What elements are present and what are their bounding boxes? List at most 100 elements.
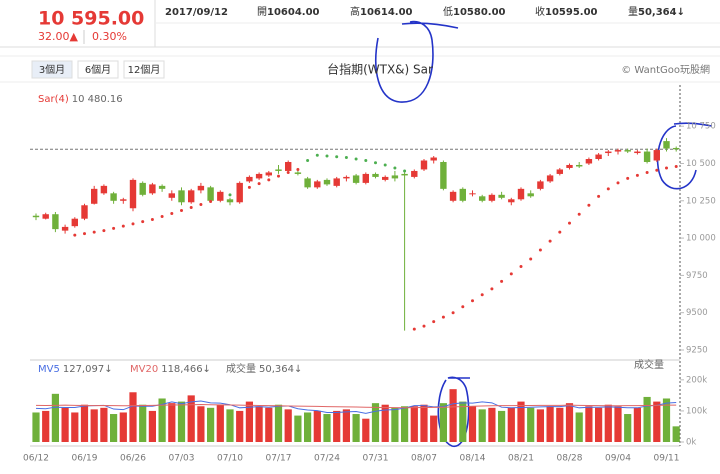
sar-dot: [112, 226, 116, 230]
tab[interactable]: [31, 60, 73, 79]
tab-label[interactable]: 3個月: [39, 63, 65, 76]
sar-dot: [296, 167, 300, 171]
volume-title: 成交量: [634, 358, 664, 371]
chart-title: 台指期(WTX&) Sar: [327, 62, 433, 77]
ma-value: 127,097↓: [63, 364, 113, 375]
x-tick-label: 07/03: [169, 454, 195, 464]
candle-body: [100, 185, 108, 194]
candle-body: [459, 188, 466, 201]
candle-body: [255, 173, 263, 179]
candle-body: [488, 194, 496, 201]
candle-body: [226, 199, 234, 203]
volume-bar: [498, 410, 506, 442]
volume-bar: [158, 398, 166, 442]
hand-annotation: [437, 376, 470, 447]
candle-body: [61, 226, 69, 231]
field-value: 10595.00: [545, 7, 598, 18]
candle-body: [139, 182, 146, 195]
volume-bar: [313, 410, 321, 442]
candle-body: [391, 175, 399, 179]
x-tick-label: 08/28: [557, 454, 583, 464]
tab[interactable]: [77, 60, 119, 79]
candle-body: [188, 190, 195, 203]
candle-body: [158, 185, 166, 189]
y-tick-label: 0k: [686, 438, 696, 448]
tab-label[interactable]: 6個月: [85, 63, 111, 76]
volume-bar: [255, 406, 263, 442]
header-field: 低10580.00: [443, 5, 506, 18]
volume-bar: [614, 406, 622, 442]
candle-body: [508, 199, 515, 203]
candle-body: [469, 193, 476, 195]
volume-bar: [410, 406, 418, 442]
candle-body: [479, 196, 486, 201]
candle-body: [546, 175, 554, 182]
candle-body: [498, 194, 505, 198]
sar-dot: [383, 163, 387, 167]
sar-dot: [73, 233, 77, 237]
sar-dot: [160, 214, 164, 218]
sar-dot: [131, 222, 135, 226]
volume-bar: [565, 403, 574, 442]
sar-dot: [538, 248, 542, 252]
sar-dot: [655, 168, 659, 172]
volume-bar: [148, 410, 156, 442]
sar-dot: [83, 232, 86, 236]
sar-dot: [626, 176, 630, 180]
candle-body: [673, 147, 680, 150]
hand-annotation: [375, 20, 459, 103]
sar-dot: [461, 305, 465, 309]
sar-dot: [141, 220, 145, 224]
ma-value: 118,466↓: [161, 364, 211, 375]
candle-body: [285, 161, 292, 171]
volume-bar: [478, 409, 486, 442]
sar-dot: [645, 170, 649, 174]
volume-bar: [662, 398, 671, 442]
tab[interactable]: [123, 60, 165, 79]
volume-bar: [168, 403, 176, 442]
sar-dot: [451, 311, 455, 315]
volume-bar: [187, 395, 195, 442]
volume-bar: [352, 414, 360, 442]
volume-bar: [342, 409, 350, 442]
candle-body: [168, 193, 175, 198]
percent: 0.30%: [92, 30, 127, 43]
sar-dot: [247, 185, 251, 189]
sar-dot: [102, 229, 106, 233]
volume-bar: [362, 418, 370, 442]
sar-dot: [548, 239, 552, 243]
field-value: 50,364↓: [638, 7, 685, 18]
sar-dot: [238, 189, 242, 193]
volume-bar: [430, 415, 438, 442]
x-tick-label: 06/12: [23, 454, 49, 464]
sar-dot: [393, 166, 397, 170]
volume-bar: [139, 404, 147, 442]
candle-body: [71, 218, 78, 227]
field-label: 收: [535, 5, 545, 18]
sar-dot: [490, 287, 494, 291]
volume-bar: [236, 410, 244, 442]
candle-body: [595, 154, 602, 160]
ma-name: MV20: [130, 364, 158, 375]
candle-body: [352, 175, 360, 183]
header-field: 量50,364↓: [628, 6, 685, 18]
candle-body: [110, 193, 117, 201]
volume-bar: [265, 407, 273, 442]
volume-bar: [294, 415, 302, 442]
volume-bar: [61, 407, 69, 442]
sar-dot: [306, 159, 310, 163]
candle-body: [372, 173, 379, 177]
volume-bar: [80, 404, 89, 442]
sar-dot: [529, 257, 533, 261]
volume-bar: [207, 407, 215, 442]
sar-dot: [441, 315, 445, 319]
tab-label[interactable]: 12個月: [128, 63, 161, 76]
x-tick-label: 08/14: [460, 454, 486, 464]
ma-legend: MV20 118,466↓: [130, 364, 211, 375]
volume-bar: [245, 401, 253, 442]
candle-body: [304, 178, 311, 188]
volume-bar: [119, 412, 127, 442]
candle-body: [440, 161, 447, 189]
volume-bar: [604, 404, 612, 442]
